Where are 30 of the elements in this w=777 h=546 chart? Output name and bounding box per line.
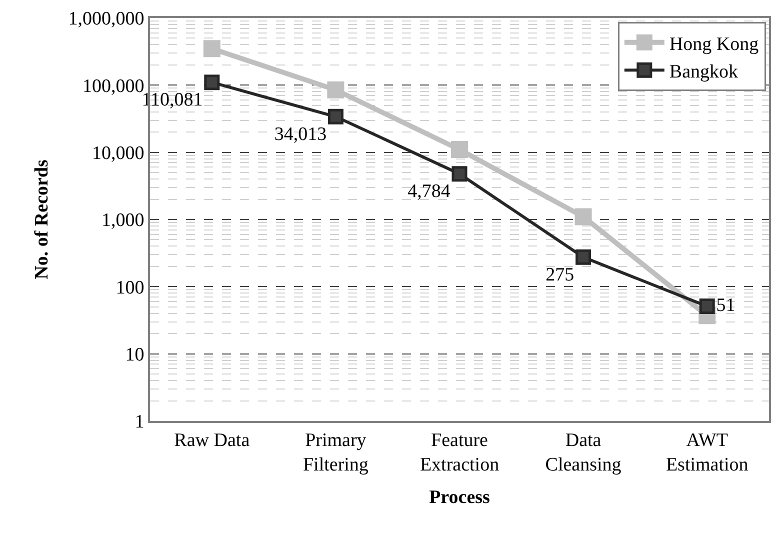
point xyxy=(204,74,220,90)
y-tick-label: 100 xyxy=(116,277,144,298)
data-label: 110,081 xyxy=(142,90,203,111)
point xyxy=(203,40,220,58)
legend-label: Bangkok xyxy=(669,61,739,82)
x-tick-label: Primary Filtering xyxy=(302,430,369,476)
legend-label: Hong Kong xyxy=(669,34,760,55)
y-tick-label: 1,000 xyxy=(101,210,144,232)
y-tick-label: 1,000,000 xyxy=(68,8,144,30)
x-tick-label: Raw Data xyxy=(174,430,250,451)
x-tick-label: Data Cleansing xyxy=(545,430,622,476)
point xyxy=(574,208,592,226)
point xyxy=(699,298,715,314)
x-axis-title: Process xyxy=(429,486,490,508)
y-tick-label: 10 xyxy=(125,344,144,366)
data-label: 275 xyxy=(546,264,574,286)
x-tick-label: Feature Extraction xyxy=(420,430,500,476)
point xyxy=(327,81,344,98)
point xyxy=(451,141,468,158)
point xyxy=(576,249,592,265)
y-tick-label: 100,000 xyxy=(82,76,144,97)
y-tick-label: 1 xyxy=(134,412,144,433)
data-label: 34,013 xyxy=(274,124,327,145)
data-label: 4,784 xyxy=(408,181,451,202)
point xyxy=(328,108,344,124)
y-tick-label: 10,000 xyxy=(92,142,144,164)
data-label: 51 xyxy=(716,295,736,316)
point xyxy=(452,166,468,182)
y-axis-title: No. of Records xyxy=(32,160,53,280)
x-tick-label: AWT Estimation xyxy=(666,430,749,476)
